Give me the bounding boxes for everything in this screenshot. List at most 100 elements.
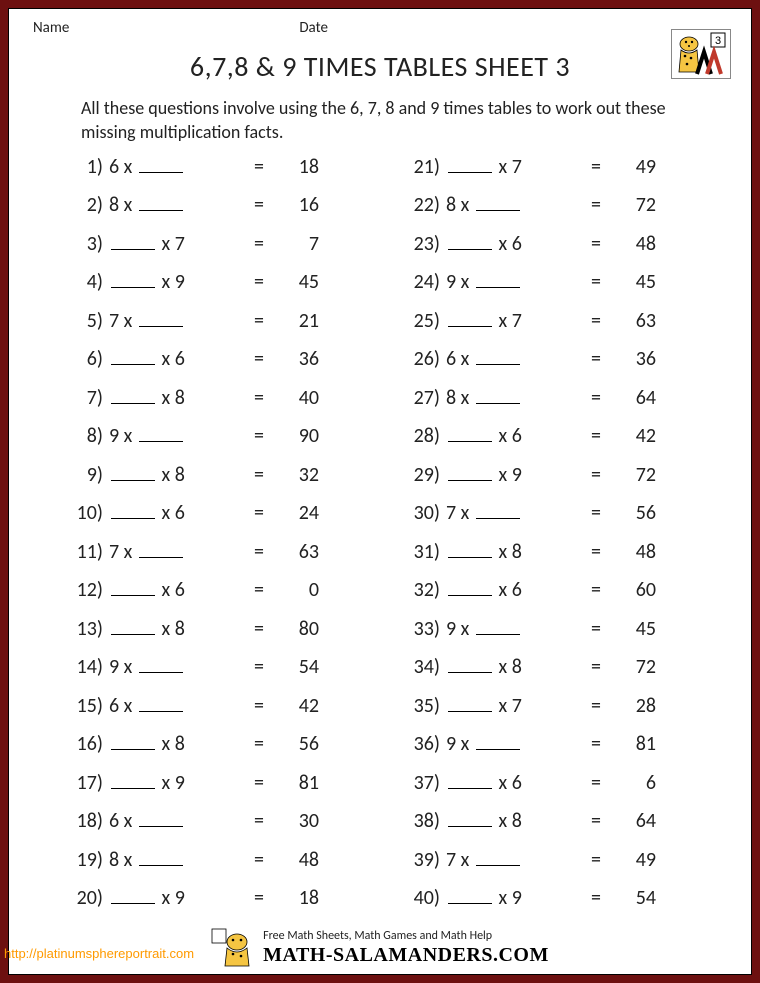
- answer-blank[interactable]: [111, 771, 155, 789]
- answer-blank[interactable]: [448, 232, 492, 250]
- problem-row: 8)9 x =90: [61, 424, 378, 463]
- answer-blank[interactable]: [111, 501, 155, 519]
- problem-number: 5): [61, 311, 109, 331]
- answer-blank[interactable]: [476, 193, 520, 211]
- problem-expression: 7 x: [446, 501, 586, 523]
- problem-row: 32) x 6=60: [398, 578, 715, 617]
- problem-row: 30)7 x =56: [398, 501, 715, 540]
- problem-row: 16) x 8=56: [61, 732, 378, 771]
- equals-sign: =: [586, 657, 606, 677]
- answer-blank[interactable]: [139, 193, 183, 211]
- problem-row: 12) x 6=0: [61, 578, 378, 617]
- problem-result: 90: [269, 426, 319, 446]
- answer-blank[interactable]: [111, 347, 155, 365]
- answer-blank[interactable]: [476, 270, 520, 288]
- problem-expression: 7 x: [109, 540, 249, 562]
- answer-blank[interactable]: [139, 309, 183, 327]
- problem-expression: x 8: [446, 655, 586, 677]
- problem-row: 36)9 x =81: [398, 732, 715, 771]
- problem-expression: x 6: [446, 424, 586, 446]
- answer-blank[interactable]: [139, 809, 183, 827]
- answer-blank[interactable]: [476, 732, 520, 750]
- problem-number: 13): [61, 619, 109, 639]
- problem-row: 29) x 9=72: [398, 463, 715, 502]
- answer-blank[interactable]: [139, 655, 183, 673]
- problem-number: 15): [61, 696, 109, 716]
- problem-expression: x 8: [109, 463, 249, 485]
- answer-blank[interactable]: [448, 463, 492, 481]
- problem-row: 15)6 x =42: [61, 694, 378, 733]
- problem-result: 36: [606, 349, 656, 369]
- answer-blank[interactable]: [448, 424, 492, 442]
- answer-blank[interactable]: [448, 578, 492, 596]
- problem-row: 39)7 x =49: [398, 848, 715, 887]
- problem-expression: 8 x: [446, 386, 586, 408]
- answer-blank[interactable]: [476, 617, 520, 635]
- problem-row: 21) x 7=49: [398, 155, 715, 194]
- answer-blank[interactable]: [111, 578, 155, 596]
- problem-expression: x 8: [446, 809, 586, 831]
- equals-sign: =: [249, 542, 269, 562]
- problem-expression: x 6: [446, 771, 586, 793]
- answer-blank[interactable]: [448, 655, 492, 673]
- problem-result: 32: [269, 465, 319, 485]
- problem-number: 17): [61, 773, 109, 793]
- problem-number: 3): [61, 234, 109, 254]
- answer-blank[interactable]: [448, 309, 492, 327]
- answer-blank[interactable]: [111, 463, 155, 481]
- problem-result: 48: [606, 542, 656, 562]
- answer-blank[interactable]: [111, 270, 155, 288]
- problem-number: 36): [398, 734, 446, 754]
- problem-number: 7): [61, 388, 109, 408]
- answer-blank[interactable]: [448, 694, 492, 712]
- problem-number: 38): [398, 811, 446, 831]
- answer-blank[interactable]: [139, 848, 183, 866]
- page-number: 3: [715, 35, 721, 47]
- answer-blank[interactable]: [448, 540, 492, 558]
- problem-row: 38) x 8=64: [398, 809, 715, 848]
- equals-sign: =: [586, 311, 606, 331]
- problem-result: 45: [269, 272, 319, 292]
- problem-row: 1)6 x =18: [61, 155, 378, 194]
- problem-result: 28: [606, 696, 656, 716]
- equals-sign: =: [586, 888, 606, 908]
- answer-blank[interactable]: [476, 386, 520, 404]
- problem-result: 7: [269, 234, 319, 254]
- problem-number: 22): [398, 195, 446, 215]
- answer-blank[interactable]: [139, 424, 183, 442]
- problem-result: 45: [606, 272, 656, 292]
- equals-sign: =: [586, 465, 606, 485]
- answer-blank[interactable]: [448, 886, 492, 904]
- answer-blank[interactable]: [111, 232, 155, 250]
- problem-number: 32): [398, 580, 446, 600]
- equals-sign: =: [586, 580, 606, 600]
- equals-sign: =: [249, 580, 269, 600]
- problem-expression: 7 x: [446, 848, 586, 870]
- equals-sign: =: [586, 426, 606, 446]
- answer-blank[interactable]: [111, 732, 155, 750]
- problem-result: 64: [606, 388, 656, 408]
- answer-blank[interactable]: [476, 501, 520, 519]
- answer-blank[interactable]: [139, 694, 183, 712]
- problem-number: 33): [398, 619, 446, 639]
- problem-expression: x 6: [109, 578, 249, 600]
- answer-blank[interactable]: [448, 809, 492, 827]
- answer-blank[interactable]: [139, 155, 183, 173]
- equals-sign: =: [586, 773, 606, 793]
- equals-sign: =: [249, 157, 269, 177]
- problem-result: 49: [606, 850, 656, 870]
- problem-row: 4) x 9=45: [61, 270, 378, 309]
- problem-result: 64: [606, 811, 656, 831]
- answer-blank[interactable]: [111, 386, 155, 404]
- answer-blank[interactable]: [139, 540, 183, 558]
- answer-blank[interactable]: [448, 155, 492, 173]
- name-label: Name: [33, 19, 69, 37]
- problem-number: 8): [61, 426, 109, 446]
- footer-logo-icon: [211, 928, 255, 968]
- answer-blank[interactable]: [476, 848, 520, 866]
- answer-blank[interactable]: [448, 771, 492, 789]
- problem-row: 5)7 x =21: [61, 309, 378, 348]
- answer-blank[interactable]: [476, 347, 520, 365]
- answer-blank[interactable]: [111, 886, 155, 904]
- answer-blank[interactable]: [111, 617, 155, 635]
